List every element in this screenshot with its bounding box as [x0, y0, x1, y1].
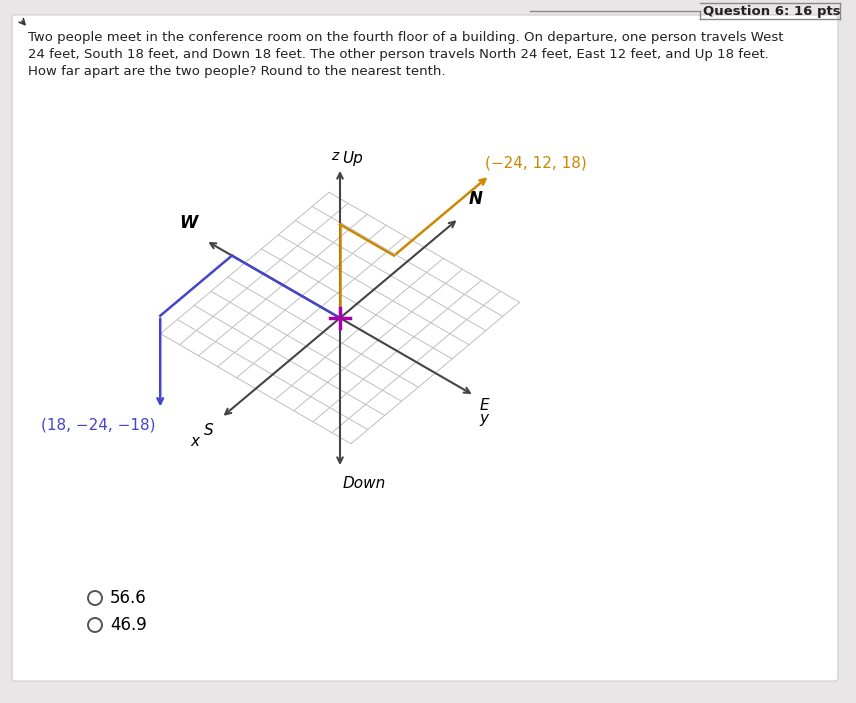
Text: y: y — [479, 411, 488, 427]
Text: Up: Up — [342, 151, 363, 166]
Text: E: E — [479, 397, 489, 413]
Text: z: z — [330, 149, 338, 163]
Text: Two people meet in the conference room on the fourth floor of a building. On dep: Two people meet in the conference room o… — [28, 31, 783, 44]
Text: 46.9: 46.9 — [110, 616, 146, 634]
Text: 56.6: 56.6 — [110, 589, 146, 607]
Text: How far apart are the two people? Round to the nearest tenth.: How far apart are the two people? Round … — [28, 65, 445, 78]
Text: W: W — [180, 214, 198, 233]
Text: N: N — [469, 191, 483, 208]
Text: x: x — [190, 434, 199, 449]
Text: Down: Down — [343, 476, 386, 491]
FancyBboxPatch shape — [12, 15, 838, 681]
Text: S: S — [204, 423, 213, 438]
Text: 24 feet, South 18 feet, and Down 18 feet. The other person travels North 24 feet: 24 feet, South 18 feet, and Down 18 feet… — [28, 48, 769, 61]
Text: Question 6: 16 pts: Question 6: 16 pts — [703, 4, 841, 18]
Text: (18, −24, −18): (18, −24, −18) — [41, 418, 155, 432]
Text: (−24, 12, 18): (−24, 12, 18) — [484, 155, 586, 170]
